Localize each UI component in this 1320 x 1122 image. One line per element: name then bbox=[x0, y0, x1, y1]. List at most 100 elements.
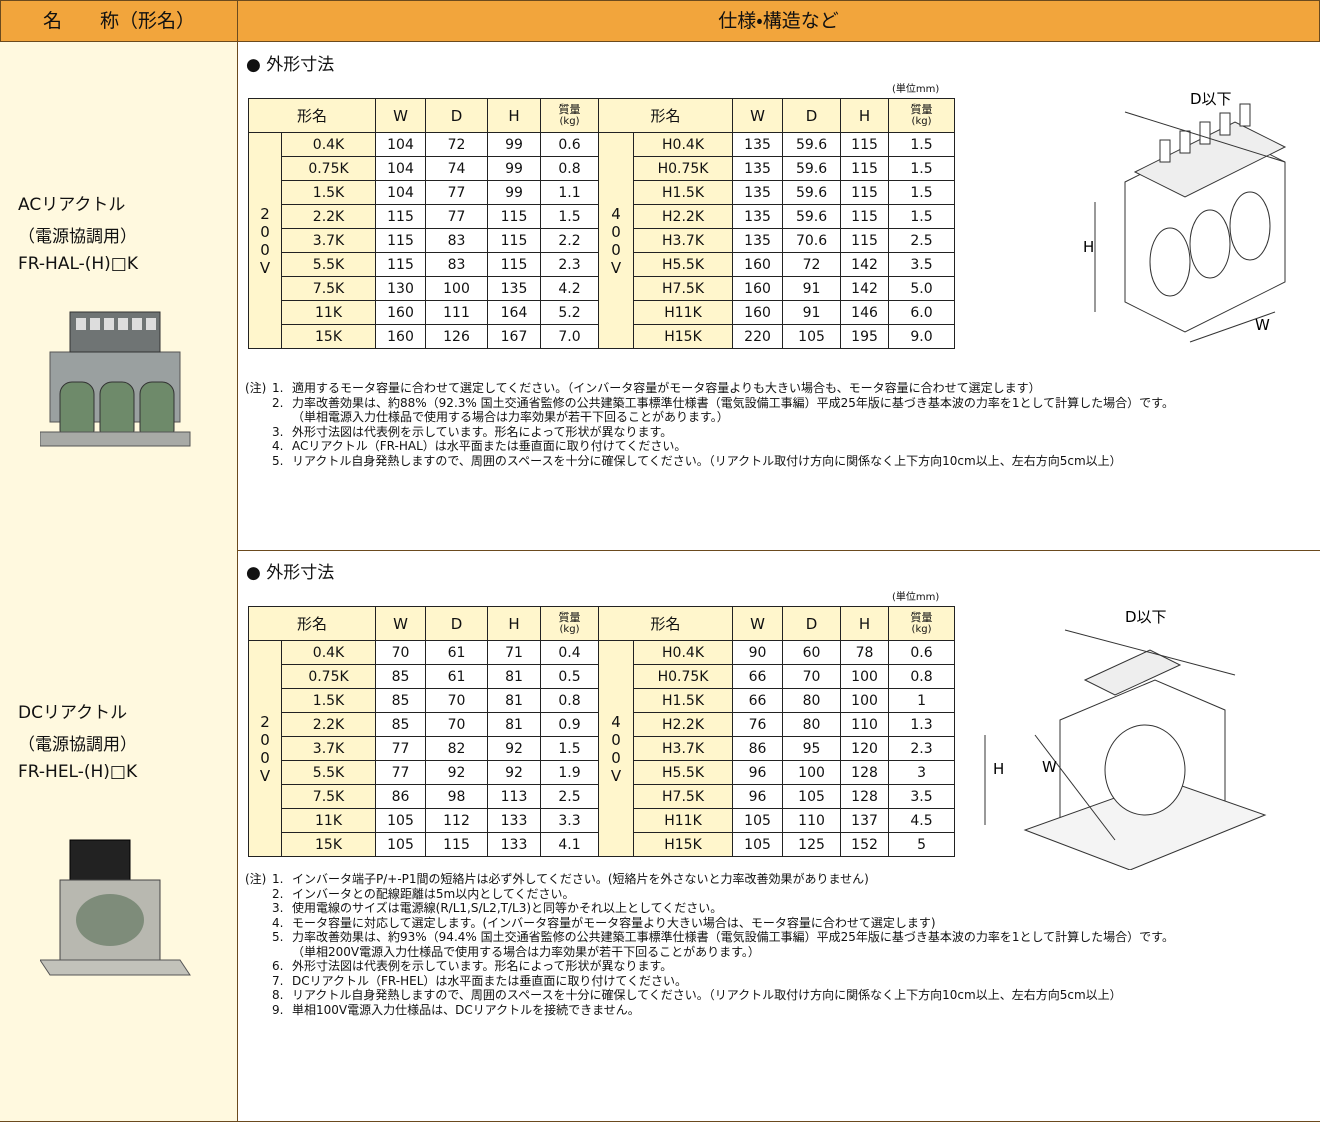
dimension-value: 135 bbox=[732, 204, 784, 229]
note-text: インバータ端子P/+-P1間の短絡片は必ず外してください。(短絡片を外さないと力… bbox=[292, 872, 869, 886]
dimension-value: 70 bbox=[782, 664, 842, 689]
diagram-shape bbox=[1189, 209, 1231, 279]
spec-cell: ● 外形寸法 (単位mm) 形名 W D H 質量 (kg) 形名 W D H 質量 (kg) 200V 0.… bbox=[237, 42, 1320, 551]
data-row: 2.2K 115 77 115 1.5 H2.2K 135 59.6 115 1.5 bbox=[249, 204, 956, 229]
subtitle: ● 外形寸法 bbox=[246, 563, 335, 583]
dimension-value: 80 bbox=[782, 688, 842, 713]
model-name: 5.5K bbox=[280, 252, 377, 277]
note-text: 使用電線のサイズは電源線(R/L1,S/L2,T/L3)と同等かそれ以上としてく… bbox=[292, 901, 723, 915]
model-name: 0.75K bbox=[280, 664, 377, 689]
dimension-value: 77 bbox=[425, 180, 489, 205]
data-row: 3.7K 77 82 92 1.5 H3.7K 86 95 120 2.3 bbox=[249, 736, 956, 761]
dimension-value: 1.9 bbox=[540, 760, 600, 785]
dimension-value: 5.0 bbox=[888, 276, 956, 301]
spec-cell: ● 外形寸法 (単位mm) 形名 W D H 質量 (kg) 形名 W D H 質量 (kg) 200V 0.… bbox=[237, 550, 1320, 1122]
mass-unit: (kg) bbox=[559, 624, 580, 635]
model-name: 3.7K bbox=[280, 228, 377, 253]
dimension-value: 85 bbox=[375, 712, 427, 737]
model-name: H2.2K bbox=[633, 712, 734, 737]
dimension-value: 105 bbox=[732, 808, 784, 833]
dimension-value: 6.0 bbox=[888, 300, 956, 325]
col-header: H bbox=[487, 606, 542, 641]
dimension-value: 98 bbox=[425, 784, 489, 809]
product-photo bbox=[40, 839, 191, 976]
header-spec: 仕様・構造など bbox=[237, 0, 1320, 42]
dimension-value: 99 bbox=[487, 180, 542, 205]
model-name: H5.5K bbox=[633, 760, 734, 785]
dimension-value: 99 bbox=[487, 156, 542, 181]
dimension-value: 135 bbox=[732, 156, 784, 181]
note-number: 5. bbox=[272, 453, 284, 468]
dimension-value: 115 bbox=[840, 228, 890, 253]
note: (注) 1. 適用するモータ容量に合わせて選定してください。（インバータ容量がモータ… bbox=[245, 381, 1310, 396]
dimension-value: 86 bbox=[375, 784, 427, 809]
dimension-value: 160 bbox=[732, 252, 784, 277]
dimension-value: 5.2 bbox=[540, 300, 600, 325]
note-text: モータ容量に対応して選定します。(インバータ容量がモータ容量より大きい場合は、モ… bbox=[292, 915, 936, 930]
col-header: W bbox=[375, 98, 427, 133]
outline-diagram: D以下 H W bbox=[984, 608, 1267, 870]
model-name: H7.5K bbox=[633, 276, 734, 301]
note-text: インバータとの配線距離は5m以内としてください。 bbox=[292, 886, 575, 901]
dimension-value: 83 bbox=[425, 252, 489, 277]
model-name: H11K bbox=[633, 300, 734, 325]
notes-label: (注) bbox=[245, 872, 267, 886]
dimension-value: 59.6 bbox=[782, 132, 842, 157]
note: 2. 力率改善効果は、約88%（92.3% 国土交通省監修の公共建築工事標準仕様書… bbox=[245, 396, 1310, 425]
dimension-value: 83 bbox=[425, 228, 489, 253]
dimension-value: 85 bbox=[375, 688, 427, 713]
note-text: DCリアクトル（FR-HEL）は水平面または垂直面に取り付けてください。 bbox=[292, 973, 688, 988]
model-name: H1.5K bbox=[633, 180, 734, 205]
dimension-value: 59.6 bbox=[782, 180, 842, 205]
dimension-value: 4.5 bbox=[888, 808, 956, 833]
diagram-shape bbox=[1064, 629, 1236, 676]
dimension-value: 86 bbox=[732, 736, 784, 761]
photo-shape bbox=[118, 318, 128, 330]
dimension-value: 96 bbox=[732, 760, 784, 785]
dimension-value: 137 bbox=[840, 808, 890, 833]
dimension-value: 135 bbox=[487, 276, 542, 301]
model-name: 11K bbox=[280, 808, 377, 833]
dimension-value: 1.5 bbox=[540, 204, 600, 229]
dimension-value: 7.0 bbox=[540, 324, 600, 349]
note: 6. 外形寸法図は代表例を示しています。形名によって形状が異なります。 bbox=[245, 959, 1310, 974]
photo-shape bbox=[69, 839, 131, 881]
dimension-value: 1.5 bbox=[540, 736, 600, 761]
dimension-value: 3 bbox=[888, 760, 956, 785]
dimension-value: 1.5 bbox=[888, 156, 956, 181]
product-name: FR-HAL-(H)□K bbox=[18, 254, 139, 274]
diagram-shape bbox=[1229, 191, 1271, 261]
dimension-value: 2.3 bbox=[540, 252, 600, 277]
dimension-value: 100 bbox=[840, 688, 890, 713]
col-header: D bbox=[782, 606, 842, 641]
note-number: 5. bbox=[272, 930, 284, 944]
mass-unit: (kg) bbox=[559, 116, 580, 127]
diagram-label: H bbox=[1083, 238, 1094, 256]
dimension-value: 110 bbox=[782, 808, 842, 833]
dimension-value: 105 bbox=[375, 832, 427, 857]
dimension-value: 105 bbox=[375, 808, 427, 833]
dimension-value: 77 bbox=[425, 204, 489, 229]
dimension-value: 0.5 bbox=[540, 664, 600, 689]
model-name: 0.4K bbox=[280, 132, 377, 157]
dimension-value: 5 bbox=[888, 832, 956, 857]
dimension-value: 133 bbox=[487, 808, 542, 833]
dimension-value: 195 bbox=[840, 324, 890, 349]
dimension-value: 135 bbox=[732, 180, 784, 205]
dimension-value: 128 bbox=[840, 760, 890, 785]
model-name: H2.2K bbox=[633, 204, 734, 229]
diagram-shape bbox=[1159, 139, 1171, 163]
col-header: 形名 bbox=[247, 98, 377, 133]
dimension-value: 128 bbox=[840, 784, 890, 809]
dimension-value: 160 bbox=[375, 300, 427, 325]
dimension-value: 4.1 bbox=[540, 832, 600, 857]
model-name: H3.7K bbox=[633, 736, 734, 761]
note-number: 9. bbox=[272, 1002, 284, 1017]
photo-shape bbox=[76, 318, 86, 330]
photo-shape bbox=[40, 431, 191, 447]
data-row: 1.5K 104 77 99 1.1 H1.5K 135 59.6 115 1.5 bbox=[249, 180, 956, 205]
product-name: DCリアクトル bbox=[18, 703, 128, 723]
note-text: 力率改善効果は、約88%（92.3% 国土交通省監修の公共建築工事標準仕様書（電… bbox=[292, 395, 1174, 410]
diagram-shape bbox=[1189, 311, 1276, 343]
